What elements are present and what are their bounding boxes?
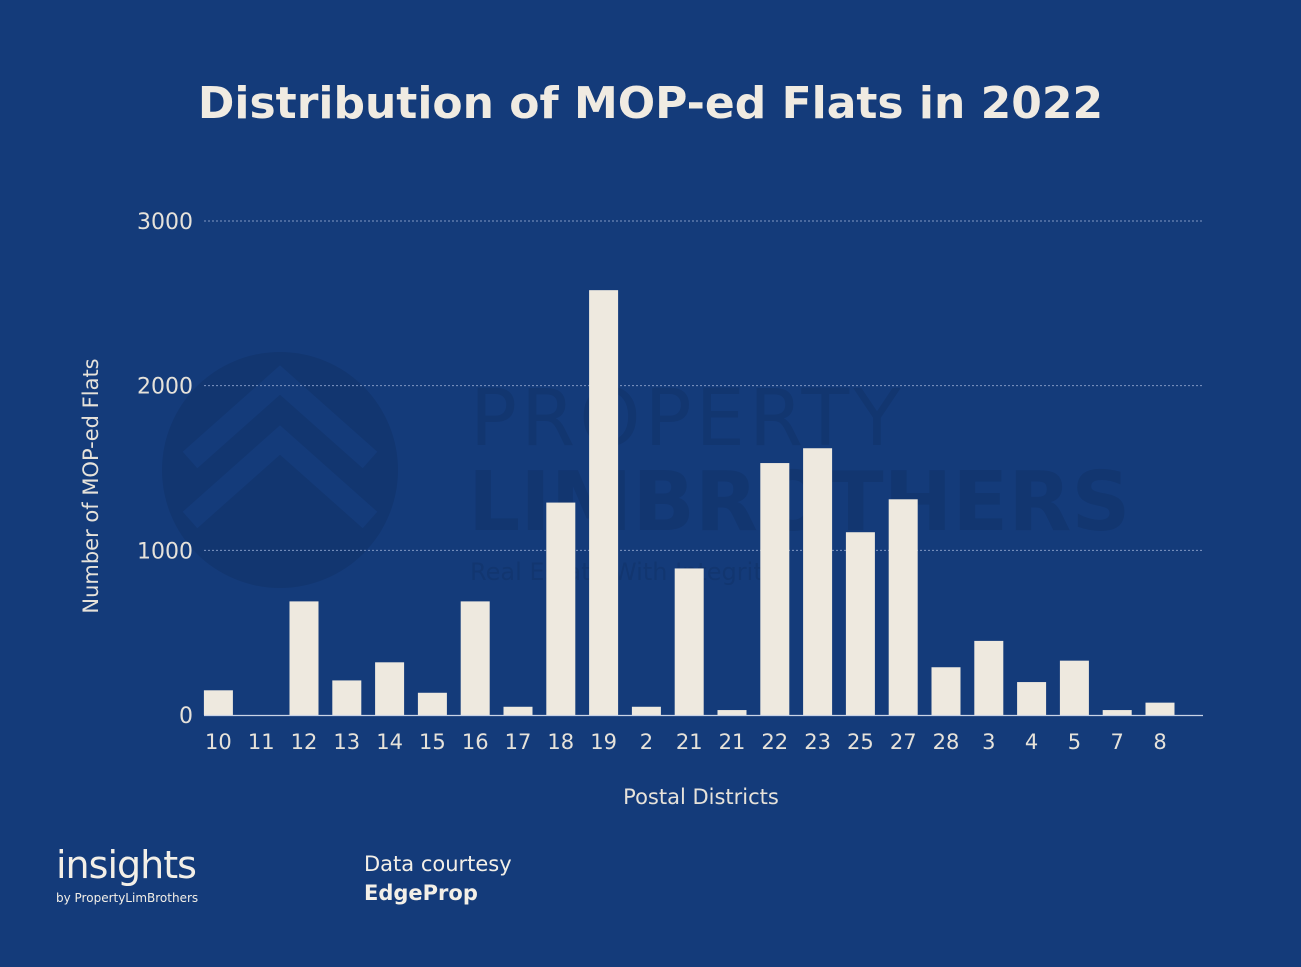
bar xyxy=(203,690,233,715)
x-tick-label: 27 xyxy=(890,730,917,754)
bar xyxy=(845,532,875,715)
x-tick-label: 4 xyxy=(1025,730,1038,754)
x-tick-label: 7 xyxy=(1111,730,1124,754)
y-tick-label: 2000 xyxy=(137,375,193,400)
bar xyxy=(1017,682,1047,715)
grid-lines xyxy=(204,220,1203,551)
x-tick-label: 28 xyxy=(933,730,960,754)
x-axis-label: Postal Districts xyxy=(623,785,779,809)
x-tick-label: 3 xyxy=(982,730,995,754)
x-tick-label: 16 xyxy=(462,730,489,754)
x-tick-label: 13 xyxy=(333,730,360,754)
x-tick-label: 19 xyxy=(590,730,617,754)
bar xyxy=(888,499,918,715)
x-tick-label: 21 xyxy=(719,730,746,754)
chart-title: Distribution of MOP-ed Flats in 2022 xyxy=(197,78,1104,129)
bar xyxy=(332,680,362,715)
x-tick-label: 2 xyxy=(640,730,653,754)
insights-logo: insights by PropertyLimBrothers xyxy=(56,846,198,904)
credit-source: EdgeProp xyxy=(364,881,478,906)
y-tick-labels: 0 1000 2000 3000 xyxy=(137,210,193,729)
x-tick-label: 17 xyxy=(505,730,532,754)
y-tick-label: 1000 xyxy=(137,539,193,564)
logo-sub-text: by PropertyLimBrothers xyxy=(56,891,199,905)
chevron-shape xyxy=(182,365,378,469)
bar xyxy=(546,502,576,715)
x-tick-label: 25 xyxy=(847,730,874,754)
bar xyxy=(375,662,405,715)
x-tick-label: 21 xyxy=(676,730,703,754)
y-tick-label: 0 xyxy=(179,704,193,729)
x-tick-label: 18 xyxy=(547,730,574,754)
y-axis-label: Number of MOP-ed Flats xyxy=(79,358,103,614)
x-tick-label: 8 xyxy=(1153,730,1166,754)
logo-main-text: insights xyxy=(56,843,197,887)
bar xyxy=(803,448,833,715)
bars xyxy=(203,290,1175,715)
x-tick-labels: 10 11 12 13 14 15 16 17 18 19 2 21 21 22 23 25 27 28 3 4 5 7 8 xyxy=(205,730,1167,754)
x-tick-label: 11 xyxy=(248,730,275,754)
watermark-tagline: Real Estate With Integrity xyxy=(470,558,777,586)
watermark-line2: LIMBROTHERS xyxy=(468,455,1131,550)
bar xyxy=(631,706,661,715)
bar xyxy=(674,568,704,715)
bar xyxy=(974,640,1004,715)
watermark-line1: PROPERTY xyxy=(470,374,905,464)
x-tick-label: 23 xyxy=(804,730,831,754)
x-tick-label: 22 xyxy=(761,730,788,754)
bar xyxy=(417,692,447,715)
x-tick-label: 12 xyxy=(291,730,318,754)
bar xyxy=(289,601,319,715)
bar xyxy=(1102,710,1132,715)
x-tick-label: 5 xyxy=(1068,730,1081,754)
y-tick-label: 3000 xyxy=(137,210,193,235)
bar xyxy=(503,706,533,715)
bar xyxy=(1059,660,1089,715)
credit-line: Data courtesy xyxy=(364,852,512,876)
data-credit: Data courtesy EdgeProp xyxy=(364,850,512,909)
bar xyxy=(1145,702,1175,715)
watermark: PROPERTY LIMBROTHERS Real Estate With In… xyxy=(162,352,1131,588)
chevron-shape xyxy=(182,425,378,529)
x-tick-label: 15 xyxy=(419,730,446,754)
roof-chevron-logo-icon xyxy=(162,352,398,588)
x-tick-label: 10 xyxy=(205,730,232,754)
bar xyxy=(717,710,747,715)
x-tick-label: 14 xyxy=(376,730,403,754)
bar xyxy=(760,463,790,715)
bar xyxy=(931,667,961,715)
bar xyxy=(460,601,490,715)
bar xyxy=(589,290,619,715)
